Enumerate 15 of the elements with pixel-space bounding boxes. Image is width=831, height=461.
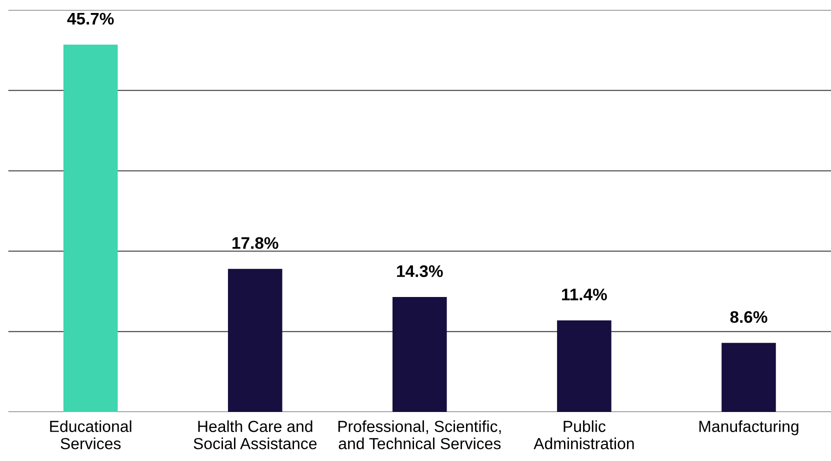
x-tick-label: Health Care and Social Assistance — [194, 420, 317, 450]
data-label: 14.3% — [397, 265, 443, 278]
data-label: 11.4% — [562, 288, 607, 300]
data-label: 45.7% — [67, 12, 114, 25]
x-tick-label: Educational Services — [50, 420, 132, 450]
data-label: 17.8% — [232, 237, 278, 249]
bar — [228, 268, 282, 412]
x-tick-label: Public Administration — [534, 420, 634, 450]
x-tick-label: Professional, Scientific, and Technical Services — [338, 420, 501, 450]
data-label: 8.6% — [730, 311, 768, 323]
bar — [63, 44, 118, 412]
bar — [722, 342, 776, 412]
bar — [392, 297, 447, 412]
bar — [557, 320, 612, 412]
x-tick-label: Manufacturing — [699, 420, 798, 436]
